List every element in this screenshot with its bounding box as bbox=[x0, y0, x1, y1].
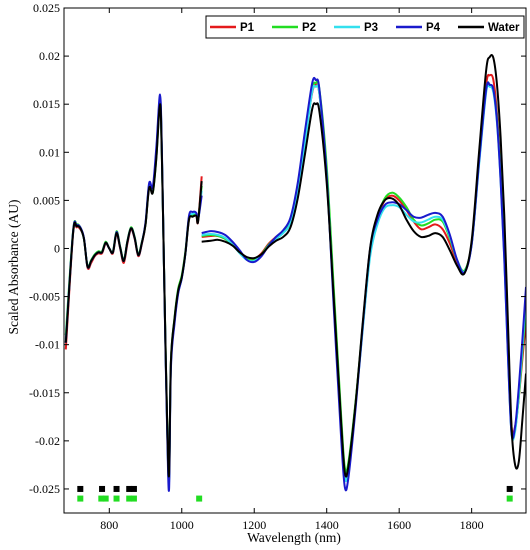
significance-marker bbox=[113, 485, 120, 492]
y-tick-label: 0.02 bbox=[39, 49, 60, 63]
y-tick-label: -0.025 bbox=[29, 482, 60, 496]
significance-marker bbox=[130, 495, 137, 502]
plot-background bbox=[64, 8, 526, 513]
legend-label-water: Water bbox=[488, 22, 520, 34]
y-tick-label: 0.015 bbox=[33, 97, 60, 111]
x-tick-label: 1000 bbox=[170, 518, 194, 532]
significance-marker bbox=[99, 485, 106, 492]
x-tick-label: 1800 bbox=[460, 518, 484, 532]
y-tick-label: -0.015 bbox=[29, 386, 60, 400]
significance-marker bbox=[126, 485, 133, 492]
y-tick-label: -0.005 bbox=[29, 290, 60, 304]
significance-marker bbox=[506, 495, 513, 502]
y-tick-label: 0.025 bbox=[33, 1, 60, 15]
x-axis-label: Wavelength (nm) bbox=[247, 530, 341, 545]
y-tick-label: -0.01 bbox=[35, 338, 60, 352]
series-line-water-segment-1 bbox=[64, 103, 203, 478]
y-tick-label: 0.01 bbox=[39, 145, 60, 159]
significance-marker bbox=[126, 495, 133, 502]
x-tick-label: 1400 bbox=[315, 518, 339, 532]
axes: 800 1000 1200 1400 1600 1800 -0.025 -0.02 -0.015… bbox=[29, 1, 527, 532]
y-tick-label: -0.02 bbox=[35, 434, 60, 448]
x-tick-label: 1600 bbox=[387, 518, 411, 532]
axes-frame bbox=[63, 7, 527, 514]
legend: P1 P2 P3 P4 Water bbox=[205, 15, 525, 39]
series-group bbox=[64, 54, 526, 492]
x-tick-label: 1200 bbox=[242, 518, 266, 532]
significance-marker bbox=[113, 495, 120, 502]
series-line-water-segment-2 bbox=[201, 54, 526, 478]
significance-marker bbox=[130, 485, 137, 492]
legend-label-p2: P2 bbox=[302, 22, 316, 34]
significance-marker bbox=[77, 495, 84, 502]
y-tick-label: 0.005 bbox=[33, 193, 60, 207]
significance-marker bbox=[196, 495, 203, 502]
legend-label-p4: P4 bbox=[426, 22, 441, 34]
legend-box bbox=[205, 15, 525, 39]
y-tick-label: 0 bbox=[54, 241, 60, 255]
significance-marker bbox=[77, 485, 84, 492]
x-tick-label: 800 bbox=[100, 518, 118, 532]
significance-marker bbox=[102, 495, 109, 502]
y-axis-label: Scaled Absorbance (AU) bbox=[6, 200, 21, 335]
significance-marker bbox=[98, 495, 105, 502]
legend-label-p3: P3 bbox=[364, 22, 378, 34]
plot-area bbox=[64, 8, 526, 513]
legend-label-p1: P1 bbox=[240, 22, 255, 34]
significance-marker bbox=[506, 485, 513, 492]
